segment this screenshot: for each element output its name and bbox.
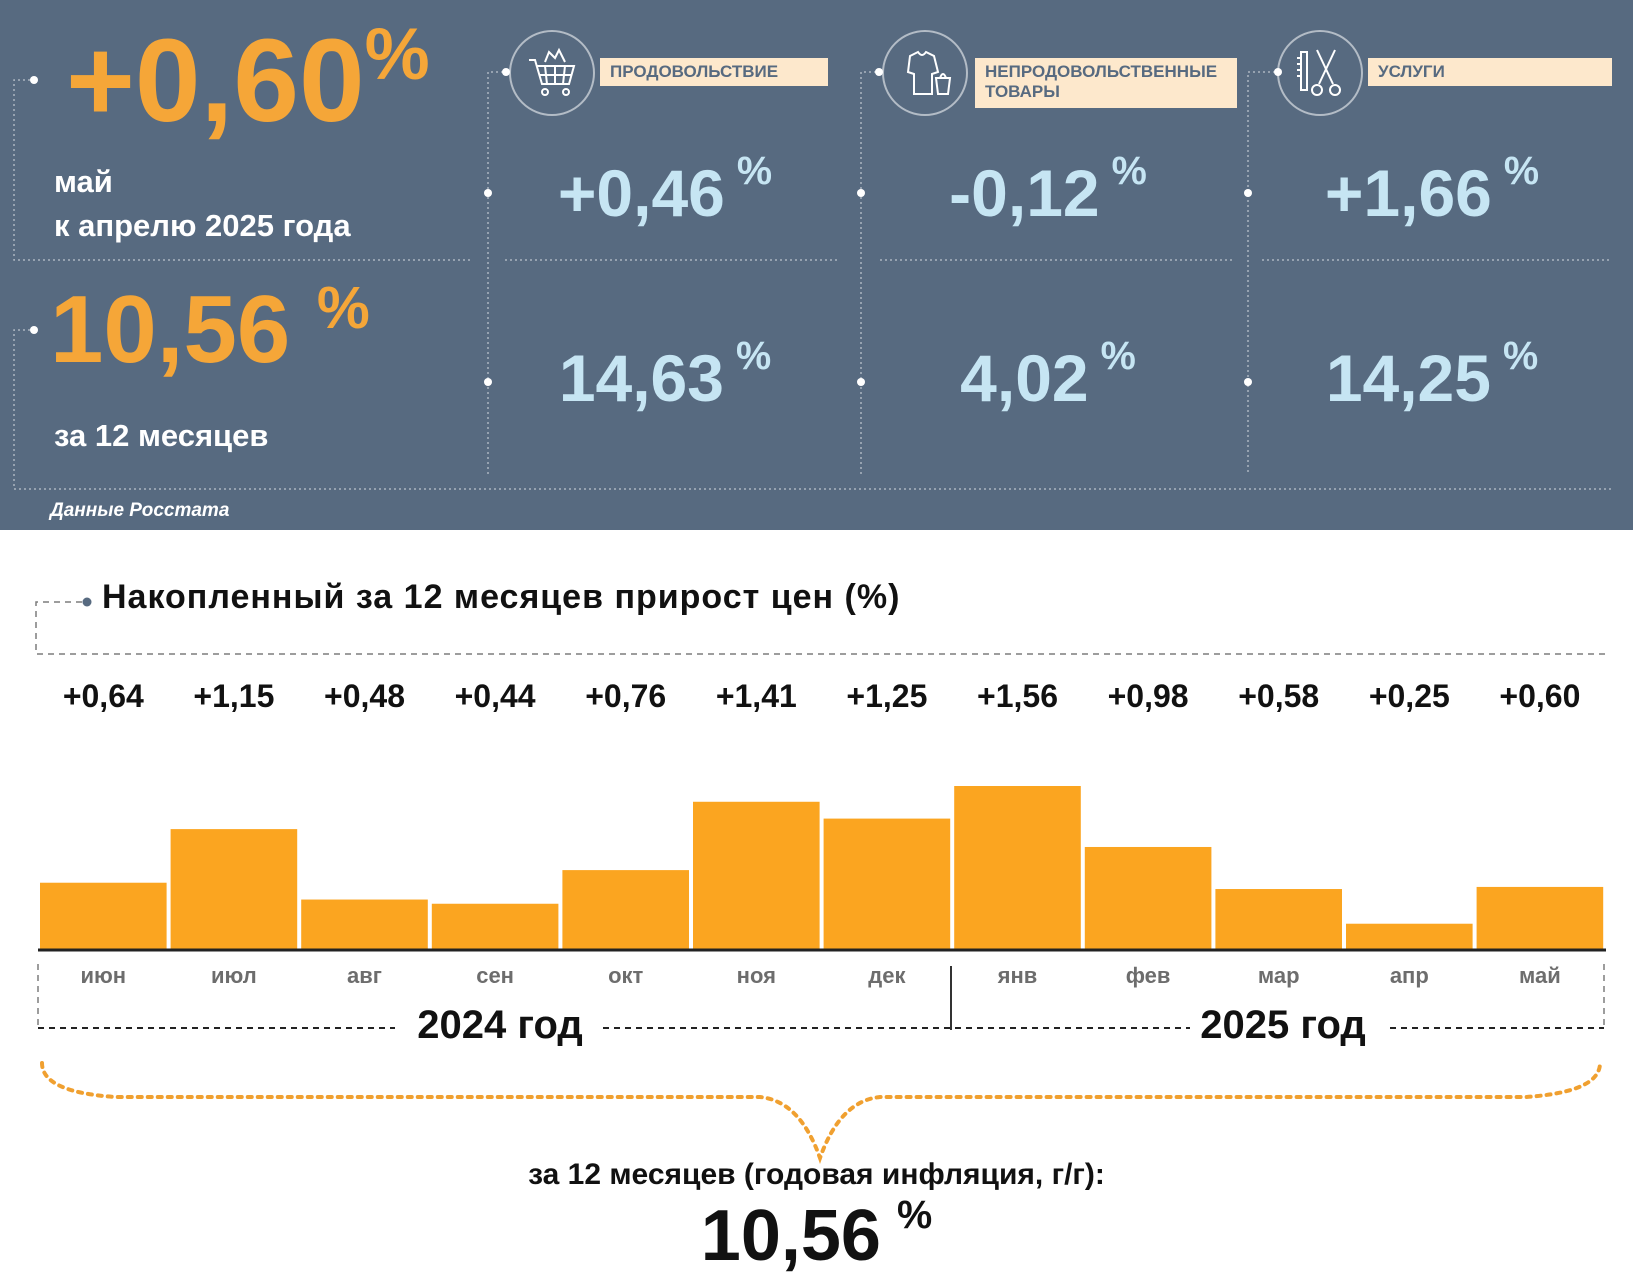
category-nonfood-monthly: -0,12% <box>949 149 1147 230</box>
monthly-inflation-value: +0,60% <box>66 13 430 147</box>
month-label-апр: апр <box>1390 963 1429 988</box>
annual-inflation-value: 10,56 % <box>50 274 370 383</box>
bar-июн <box>40 882 167 950</box>
month-label-авг: авг <box>347 963 382 988</box>
shopping-cart-icon <box>509 30 595 116</box>
bar-июл <box>170 829 298 950</box>
month-label-окт: окт <box>608 963 643 988</box>
category-label-nonfood: НЕПРОДОВОЛЬСТВЕННЫЕ ТОВАРЫ <box>975 58 1237 108</box>
value-label-фев: +0,98 <box>1108 678 1189 714</box>
year-label-2024: 2024 год <box>417 1003 583 1047</box>
month-label-янв: янв <box>997 963 1038 988</box>
source-label: Данные Росстата <box>50 500 230 521</box>
month-label-дек: дек <box>868 963 906 988</box>
bar-мар <box>1215 889 1342 950</box>
value-label-окт: +0,76 <box>585 678 666 714</box>
bar-янв <box>954 786 1081 950</box>
title-bullet <box>82 597 92 607</box>
month-label-ноя: ноя <box>737 963 776 988</box>
bar-май <box>1476 886 1604 950</box>
monthly-label-month: май <box>54 164 113 199</box>
value-label-апр: +0,25 <box>1369 678 1450 714</box>
chart-title: Накопленный за 12 месяцев прирост цен (%… <box>102 578 901 616</box>
annual-footer-value: 10,56% <box>700 1193 933 1276</box>
annual-label: за 12 месяцев <box>54 418 269 453</box>
month-label-фев: фев <box>1126 963 1171 988</box>
monthly-label-period: к апрелю 2025 года <box>54 208 351 243</box>
bar-фев <box>1084 846 1212 950</box>
month-label-июл: июл <box>211 963 257 988</box>
value-label-май: +0,60 <box>1499 678 1580 714</box>
value-label-ноя: +1,41 <box>716 678 797 714</box>
bar-авг <box>301 899 428 950</box>
category-nonfood-annual: 4,02% <box>960 334 1136 415</box>
bar-ноя <box>693 801 820 950</box>
clothing-icon <box>882 30 968 116</box>
month-label-июн: июн <box>80 963 126 988</box>
category-services-monthly: +1,66% <box>1324 149 1540 230</box>
value-label-янв: +1,56 <box>977 678 1058 714</box>
bar-окт <box>562 870 689 950</box>
category-services-annual: 14,25% <box>1325 334 1539 415</box>
bar-сен <box>431 903 559 950</box>
category-food-monthly: +0,46% <box>557 149 773 230</box>
value-label-сен: +0,44 <box>455 678 536 714</box>
chart-guides <box>35 601 1606 1030</box>
value-label-июн: +0,64 <box>63 678 144 714</box>
category-label-services: УСЛУГИ <box>1368 58 1612 86</box>
value-label-мар: +0,58 <box>1238 678 1319 714</box>
value-label-авг: +0,48 <box>324 678 405 714</box>
scissors-icon <box>1277 30 1363 116</box>
value-label-июл: +1,15 <box>193 678 274 714</box>
category-food-annual: 14,63% <box>558 334 772 415</box>
month-label-мар: мар <box>1258 963 1300 988</box>
month-label-сен: сен <box>476 963 514 988</box>
bar-дек <box>823 818 951 950</box>
year-label-2025: 2025 год <box>1200 1003 1366 1047</box>
brace-line <box>40 1061 1602 1165</box>
category-label-food: ПРОДОВОЛЬСТВИЕ <box>600 58 828 86</box>
bar-апр <box>1346 923 1473 950</box>
panel-guides <box>13 68 1612 490</box>
value-label-дек: +1,25 <box>846 678 927 714</box>
summary-panel: +0,60% май к апрелю 2025 года 10,56 % за… <box>0 0 1633 530</box>
annual-footer-label: за 12 месяцев (годовая инфляция, г/г): <box>528 1158 1105 1191</box>
month-label-май: май <box>1519 963 1561 988</box>
